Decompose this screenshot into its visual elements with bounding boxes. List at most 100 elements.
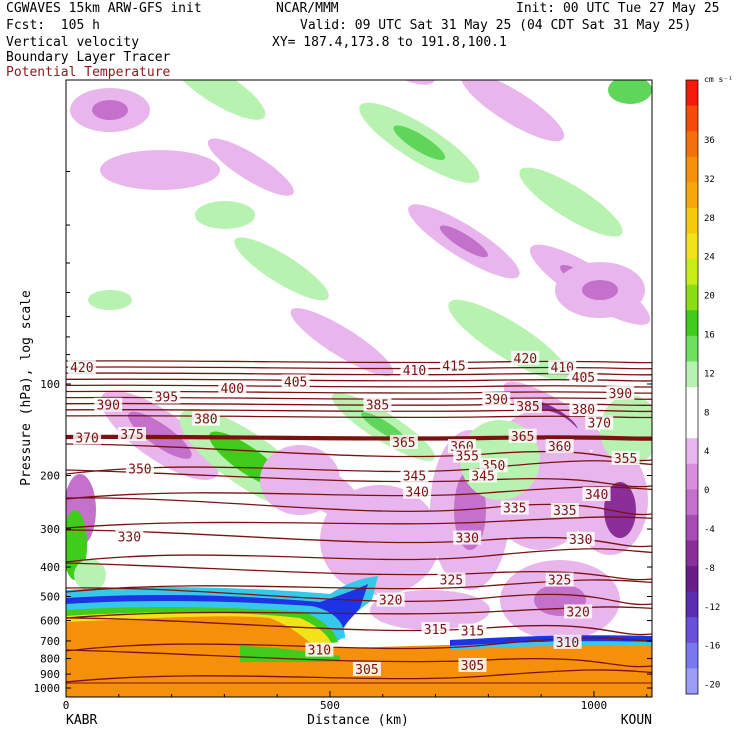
colorbar-label: 16 bbox=[704, 331, 715, 341]
theta-label-bg bbox=[191, 411, 220, 426]
theta-contour bbox=[66, 469, 652, 488]
theta-label-bg bbox=[281, 374, 310, 389]
colorbar-swatch bbox=[686, 412, 698, 439]
theta-label-bg bbox=[545, 439, 574, 454]
colorbar-label: 12 bbox=[704, 369, 715, 379]
theta-label-bg bbox=[553, 634, 582, 649]
theta-label-bg bbox=[437, 572, 466, 587]
forecast-hour: Fcst: 105 h bbox=[6, 18, 100, 33]
theta-label: 355 bbox=[455, 450, 478, 465]
y-tick-label: 600 bbox=[40, 615, 60, 628]
colorbar-swatch bbox=[686, 105, 698, 132]
theta-label: 335 bbox=[503, 502, 526, 517]
colorbar-swatch bbox=[686, 463, 698, 490]
theta-label: 320 bbox=[379, 594, 402, 609]
theta-label-bg bbox=[500, 500, 529, 515]
colorbar-label: 8 bbox=[704, 408, 709, 418]
theta-label-bg bbox=[73, 430, 102, 445]
colorbar-swatch bbox=[686, 131, 698, 158]
theta-contour bbox=[66, 649, 652, 668]
theta-label-bg bbox=[548, 360, 577, 375]
theta-contour bbox=[66, 360, 652, 364]
theta-contour bbox=[66, 587, 652, 606]
colorbar-label: -12 bbox=[704, 603, 720, 613]
theta-label: 345 bbox=[471, 470, 494, 485]
theta-label: 390 bbox=[485, 393, 508, 408]
theta-label-bg bbox=[569, 370, 598, 385]
theta-label-bg bbox=[440, 358, 469, 373]
x-tick-label: 1000 bbox=[581, 699, 608, 712]
theta-contour bbox=[66, 516, 652, 529]
theta-contour bbox=[66, 669, 652, 683]
theta-contour bbox=[66, 378, 652, 382]
theta-contour bbox=[66, 408, 652, 413]
theta-label-bg bbox=[305, 642, 334, 657]
theta-label-bg bbox=[482, 391, 511, 406]
theta-contour bbox=[66, 637, 652, 652]
theta-label: 305 bbox=[461, 659, 484, 674]
plot-frame bbox=[65, 79, 653, 698]
theta-label: 335 bbox=[553, 504, 576, 519]
theta-contour bbox=[66, 606, 652, 619]
theta-label-bg bbox=[458, 657, 487, 672]
y-tick-label: 700 bbox=[40, 635, 60, 648]
theta-label: 410 bbox=[551, 361, 574, 376]
theta-contour bbox=[66, 497, 652, 516]
colorbar-swatch bbox=[686, 233, 698, 260]
theta-label: 365 bbox=[511, 430, 534, 445]
theta-contour bbox=[66, 402, 652, 406]
theta-label-bg bbox=[218, 380, 247, 395]
theta-label: 330 bbox=[455, 532, 478, 547]
colorbar-label: -16 bbox=[704, 642, 720, 652]
theta-label: 375 bbox=[120, 428, 143, 443]
theta-label: 420 bbox=[70, 361, 93, 376]
colorbar-swatch bbox=[686, 514, 698, 541]
theta-label: 405 bbox=[284, 375, 307, 390]
theta-label: 310 bbox=[556, 636, 579, 651]
theta-label-bg bbox=[611, 450, 640, 465]
colorbar-swatch bbox=[686, 207, 698, 234]
theta-label-bg bbox=[582, 486, 611, 501]
theta-label-bg bbox=[564, 604, 593, 619]
theta-label-bg bbox=[376, 592, 405, 607]
theta-label: 345 bbox=[403, 470, 426, 485]
init-time: Init: 00 UTC Tue 27 May 25 bbox=[516, 1, 720, 16]
colorbar-swatch bbox=[686, 259, 698, 286]
colorbar-label: 28 bbox=[704, 214, 715, 224]
colorbar-swatch bbox=[686, 361, 698, 388]
y-tick-label: 200 bbox=[40, 470, 60, 483]
colorbar-swatch bbox=[686, 156, 698, 183]
theta-label: 385 bbox=[516, 400, 539, 415]
field-label-tracer: Boundary Layer Tracer bbox=[6, 50, 171, 65]
colorbar-label: 0 bbox=[704, 486, 709, 496]
valid-time: Valid: 09 UTC Sat 31 May 25 (04 CDT Sat … bbox=[300, 18, 692, 33]
theta-label-bg bbox=[152, 389, 181, 404]
theta-contour bbox=[66, 443, 652, 462]
colorbar-swatch bbox=[686, 438, 698, 465]
colorbar-swatch bbox=[686, 540, 698, 567]
colorbar-swatch bbox=[686, 668, 698, 695]
theta-label: 395 bbox=[155, 391, 178, 406]
x-axis-title: Distance (km) bbox=[307, 713, 409, 728]
colorbar-swatch bbox=[686, 591, 698, 618]
theta-label-bg bbox=[458, 623, 487, 638]
theta-label-bg bbox=[513, 398, 542, 413]
theta-label: 400 bbox=[221, 382, 244, 397]
theta-label: 405 bbox=[572, 371, 595, 386]
theta-label: 390 bbox=[96, 399, 119, 414]
theta-label-bg bbox=[94, 397, 123, 412]
theta-label: 370 bbox=[75, 432, 98, 447]
theta-label: 415 bbox=[442, 360, 465, 375]
colorbar-frame bbox=[685, 79, 699, 695]
colorbar-label: 24 bbox=[704, 253, 715, 263]
theta-label: 315 bbox=[461, 625, 484, 640]
theta-label-bg bbox=[469, 468, 498, 483]
theta-label: 370 bbox=[587, 417, 610, 432]
y-tick-label: 1000 bbox=[34, 682, 61, 695]
theta-label-bg bbox=[511, 350, 540, 365]
theta-label: 390 bbox=[609, 387, 632, 402]
theta-contours bbox=[66, 360, 652, 683]
theta-label: 350 bbox=[128, 463, 151, 478]
colorbar-label: -4 bbox=[704, 525, 715, 535]
theta-label-bg bbox=[606, 385, 635, 400]
